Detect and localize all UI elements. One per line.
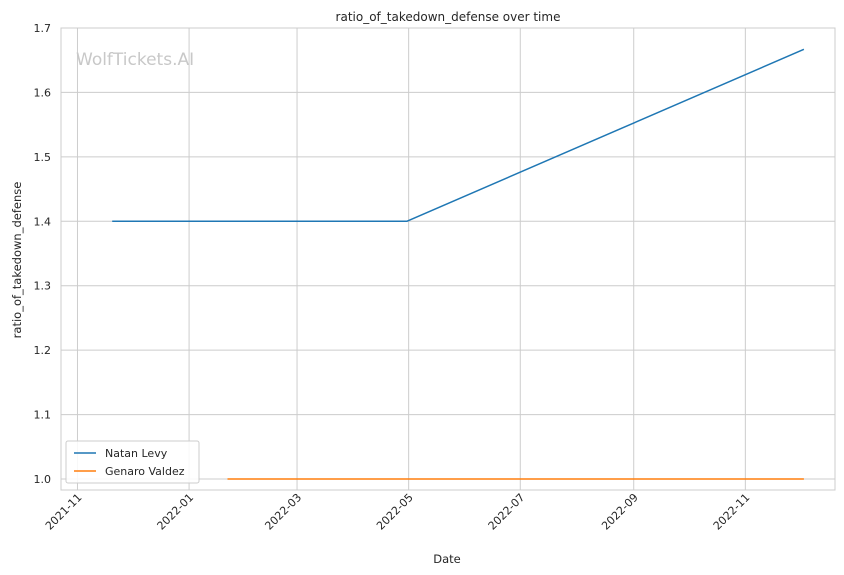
x-tick-label: 2022-05 <box>374 491 416 533</box>
x-tick-label: 2022-09 <box>599 491 641 533</box>
x-tick-label: 2022-01 <box>155 491 197 533</box>
legend-label-genaro-valdez: Genaro Valdez <box>105 465 185 478</box>
y-tick-label: 1.6 <box>34 86 52 99</box>
y-tick-label: 1.4 <box>34 215 52 228</box>
legend-label-natan-levy: Natan Levy <box>105 447 168 460</box>
y-axis-label: ratio_of_takedown_defense <box>10 182 24 339</box>
plot-frame <box>60 27 836 491</box>
x-tick-label: 2022-03 <box>262 491 304 533</box>
y-tick-label: 1.3 <box>34 280 52 293</box>
series-line-natan-levy <box>112 48 805 223</box>
y-tick-label: 1.0 <box>34 473 52 486</box>
x-tick-label: 2021-11 <box>43 491 85 533</box>
y-tick-label: 1.7 <box>34 22 52 35</box>
x-axis-label: Date <box>433 552 461 566</box>
y-tick-label: 1.5 <box>34 151 52 164</box>
legend: Natan Levy Genaro Valdez <box>65 440 200 484</box>
x-tick-label: 2022-11 <box>711 491 753 533</box>
series-layer <box>112 48 805 480</box>
legend-box <box>65 440 200 484</box>
y-tick-label: 1.1 <box>34 409 52 422</box>
chart-title: ratio_of_takedown_defense over time <box>336 10 561 24</box>
y-tick-label: 1.2 <box>34 344 52 357</box>
plot-background <box>61 28 835 490</box>
watermark: WolfTickets.AI <box>76 50 194 70</box>
gridlines <box>61 27 835 490</box>
x-tick-label: 2022-07 <box>486 491 528 533</box>
